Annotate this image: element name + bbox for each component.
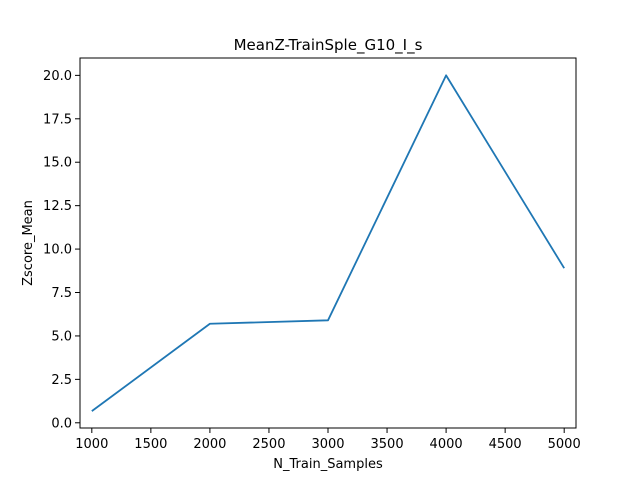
x-tick-label: 5000 — [548, 437, 581, 452]
y-tick-label: 5.0 — [51, 329, 72, 344]
series-layer — [91, 74, 565, 412]
x-tick-label: 1500 — [134, 437, 167, 452]
x-axis-ticks: 1000 1500 2000 2500 3000 3500 4000 4500 5000 — [75, 428, 581, 452]
x-tick-label: 3000 — [311, 437, 344, 452]
y-tick-label: 12.5 — [43, 199, 72, 214]
y-axis-label: Zscore_Mean — [21, 200, 36, 286]
y-tick-label: 7.5 — [51, 286, 72, 301]
plot-frame — [79, 57, 577, 429]
x-tick-label: 4500 — [489, 437, 522, 452]
x-tick-label: 2500 — [252, 437, 285, 452]
y-axis-ticks: 0.0 2.5 5.0 7.5 10.0 12.5 15.0 17.5 20.0 — [43, 69, 80, 431]
x-tick-label: 1000 — [75, 437, 108, 452]
y-tick-label: 17.5 — [43, 112, 72, 127]
x-tick-label: 3500 — [371, 437, 404, 452]
y-tick-label: 2.5 — [51, 373, 72, 388]
series-line — [91, 74, 565, 412]
x-tick-label: 2000 — [193, 437, 226, 452]
x-axis-label: N_Train_Samples — [273, 457, 383, 472]
y-tick-label: 0.0 — [51, 416, 72, 431]
chart-title: MeanZ-TrainSple_G10_I_s — [234, 36, 423, 55]
x-tick-label: 4000 — [430, 437, 463, 452]
y-tick-label: 15.0 — [43, 156, 72, 171]
y-tick-label: 10.0 — [43, 243, 72, 258]
y-tick-label: 20.0 — [43, 69, 72, 84]
